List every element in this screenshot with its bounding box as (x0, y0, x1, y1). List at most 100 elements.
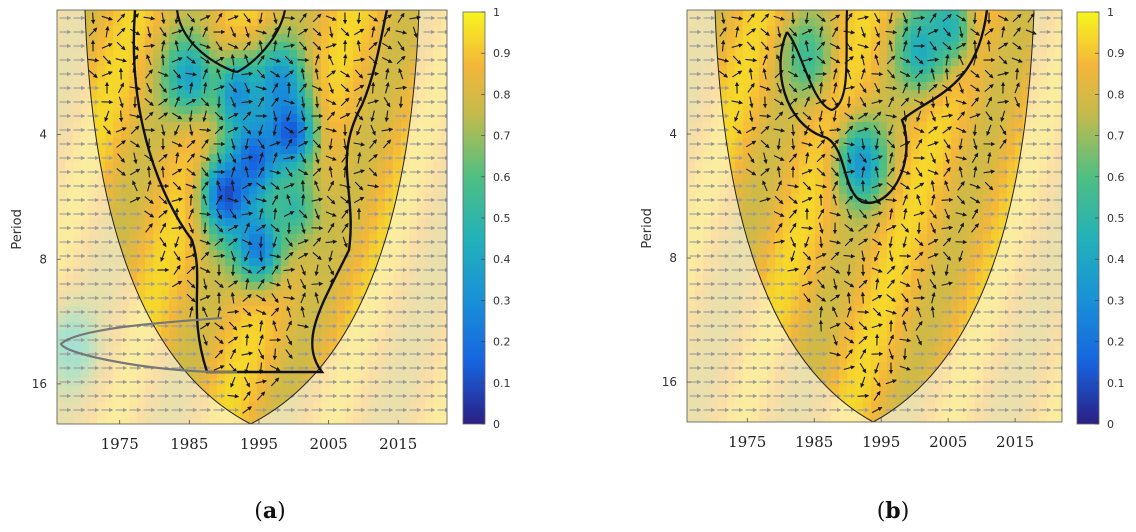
heatmap-cell (903, 202, 911, 210)
heatmap-cell (273, 282, 281, 290)
heatmap-cell (169, 10, 177, 18)
heatmap-cell (161, 130, 169, 138)
heatmap-cell (807, 98, 815, 106)
heatmap-cell (895, 66, 903, 74)
heatmap-cell (863, 10, 871, 18)
heatmap-cell (345, 10, 353, 18)
heatmap-cell (289, 66, 297, 74)
heatmap-cell (751, 186, 759, 194)
phase-arrow (270, 182, 280, 190)
heatmap-cell (799, 194, 807, 202)
heatmap-cell (225, 346, 233, 354)
heatmap-cell (273, 274, 281, 282)
heatmap-cell (871, 202, 879, 210)
heatmap-cell (97, 18, 105, 26)
heatmap-cell (257, 386, 265, 394)
heatmap-cell (313, 170, 321, 178)
heatmap-cell (759, 58, 767, 66)
heatmap-cell (847, 370, 855, 378)
heatmap-cell (767, 250, 775, 258)
phase-arrow (217, 152, 222, 165)
heatmap-cell (911, 258, 919, 266)
heatmap-cell (823, 314, 831, 322)
heatmap-cell (225, 74, 233, 82)
heatmap-cell (895, 98, 903, 106)
heatmap-cell (807, 330, 815, 338)
heatmap-cell (297, 74, 305, 82)
heatmap-cell (169, 242, 177, 250)
heatmap-cell (863, 210, 871, 218)
heatmap-cell (377, 50, 385, 58)
heatmap-cell (855, 282, 863, 290)
heatmap-cell (121, 58, 129, 66)
heatmap-cell (783, 138, 791, 146)
heatmap-cell (201, 18, 209, 26)
heatmap-cell (879, 242, 887, 250)
heatmap-cell (209, 250, 217, 258)
heatmap-cell (105, 114, 113, 122)
heatmap-cell (121, 18, 129, 26)
heatmap-cell (895, 202, 903, 210)
heatmap-cell (743, 66, 751, 74)
heatmap-cell (879, 106, 887, 114)
heatmap-cell (185, 82, 193, 90)
heatmap-cell (767, 226, 775, 234)
heatmap-cell (847, 42, 855, 50)
heatmap-cell (895, 346, 903, 354)
heatmap-cell (313, 82, 321, 90)
heatmap-cell (863, 250, 871, 258)
heatmap-cell (321, 98, 329, 106)
heatmap-cell (257, 194, 265, 202)
heatmap-cell (895, 122, 903, 130)
heatmap-cell (799, 90, 807, 98)
phase-arrow (186, 279, 196, 289)
heatmap-cell (751, 106, 759, 114)
heatmap-cell (775, 114, 783, 122)
heatmap-cell (361, 42, 369, 50)
heatmap-cell (233, 226, 241, 234)
phase-arrow (271, 194, 279, 206)
heatmap-cell (353, 154, 361, 162)
heatmap-cell (137, 218, 145, 226)
heatmap-cell (345, 226, 353, 234)
heatmap-cell (847, 34, 855, 42)
heatmap-cell (129, 250, 137, 258)
heatmap-cell (169, 50, 177, 58)
heatmap-cell (409, 82, 417, 90)
heatmap-cell (919, 10, 927, 18)
heatmap-cell (815, 354, 823, 362)
heatmap-cell (225, 218, 233, 226)
heatmap-cell (185, 362, 193, 370)
heatmap-cell (225, 146, 233, 154)
heatmap-cell (775, 218, 783, 226)
heatmap-cell (121, 130, 129, 138)
heatmap-cell (97, 146, 105, 154)
phase-arrow (340, 196, 350, 204)
heatmap-cell (129, 234, 137, 242)
heatmap-cell (321, 114, 329, 122)
heatmap-cell (911, 138, 919, 146)
heatmap-cell (839, 338, 847, 346)
heatmap-cell (273, 322, 281, 330)
heatmap-cell (911, 98, 919, 106)
heatmap-cell (241, 74, 249, 82)
heatmap-cell (919, 346, 927, 354)
heatmap-cell (791, 10, 799, 18)
heatmap-cell (361, 154, 369, 162)
phase-arrow (283, 183, 295, 189)
heatmap-cell (353, 34, 361, 42)
heatmap-cell (185, 18, 193, 26)
heatmap-cell (249, 274, 257, 282)
heatmap-cell (799, 162, 807, 170)
phase-arrow (228, 321, 238, 331)
heatmap-cell (289, 386, 297, 394)
heatmap-cell (855, 354, 863, 362)
heatmap-cell (265, 186, 273, 194)
heatmap-cell (169, 130, 177, 138)
heatmap-cell (831, 106, 839, 114)
heatmap-cell (169, 194, 177, 202)
heatmap-cell (919, 26, 927, 34)
heatmap-cell (185, 146, 193, 154)
heatmap-cell (209, 186, 217, 194)
heatmap-cell (257, 66, 265, 74)
